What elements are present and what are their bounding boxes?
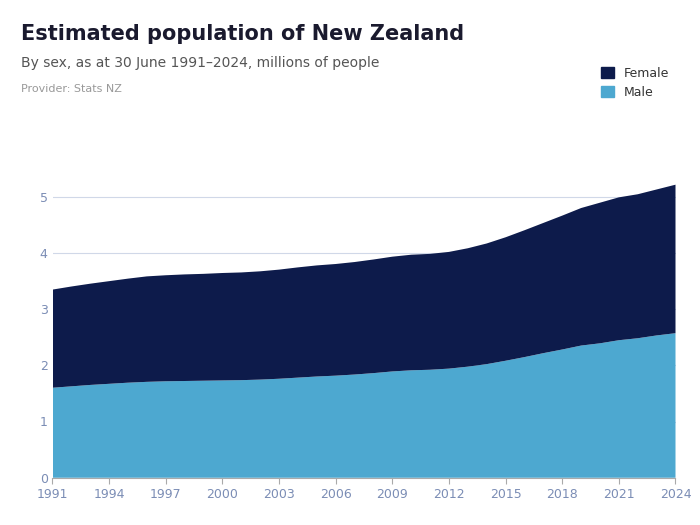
- Legend: Female, Male: Female, Male: [601, 67, 669, 99]
- Text: figure.nz: figure.nz: [587, 16, 671, 34]
- Text: By sex, as at 30 June 1991–2024, millions of people: By sex, as at 30 June 1991–2024, million…: [21, 56, 379, 70]
- Text: Estimated population of New Zealand: Estimated population of New Zealand: [21, 24, 464, 44]
- Text: Provider: Stats NZ: Provider: Stats NZ: [21, 84, 122, 94]
